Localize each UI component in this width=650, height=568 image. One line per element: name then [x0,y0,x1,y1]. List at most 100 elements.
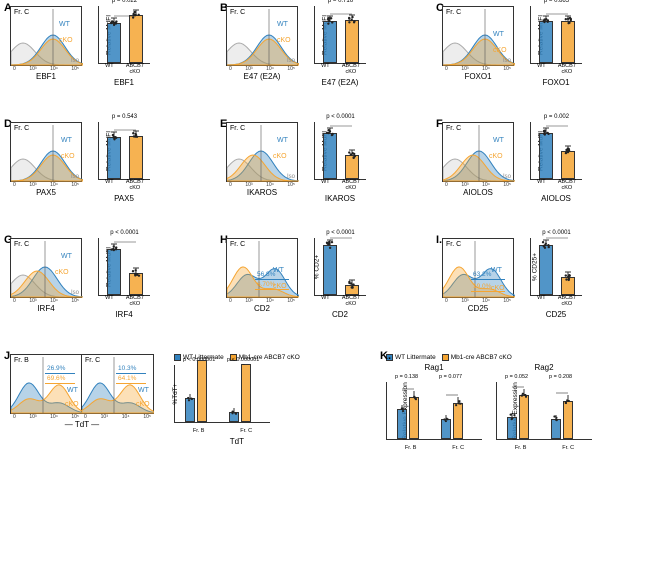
cko-label: cKO [59,37,73,44]
wt-label: WT [491,267,502,274]
chart-title: PAX5 [98,194,150,203]
cko-percent: 6.70% [257,281,275,288]
p-value: p = 0.716 [328,0,353,4]
histogram: Fr. C WT cKO Iso 010³10⁴10⁵ [226,6,298,66]
panel-H: H. Fr. C WT cKO 56.8% 6.70% 010³10⁴10⁵ C… [226,238,366,319]
iso-label: Iso [287,174,295,180]
cko-percent: 69.6% [47,375,65,382]
chart-title: Rag2 [496,363,592,372]
wt-label: WT [67,387,78,394]
chart-title: CD25 [530,310,582,319]
panel-K: K. WT Littermate Mb1-cre ABCB7 cKO Rag1 … [386,354,606,440]
marker-name: FOXO1 [442,72,514,81]
p-value: p = 0.543 [112,114,137,120]
marker-name: IKAROS [226,188,298,197]
chart-title: Rag1 [386,363,482,372]
legend: WT Littermate Mb1-cre ABCB7 cKO [386,354,606,361]
p-value: p = 0.077 [439,374,462,380]
wt-label: WT [277,21,288,28]
chart-title: IRF4 [98,310,150,319]
cko-percent: 64.1% [118,375,136,382]
wt-label: WT [59,21,70,28]
histogram: Fr. C WT cKO Iso 010³10⁴10⁵ [226,122,298,182]
p-value: p < 0.0001 [326,230,355,236]
wt-label: WT [61,137,72,144]
histogram: Fr. C WT cKO 56.8% 6.70% 010³10⁴10⁵ [226,238,298,298]
p-value: p = 0.002 [544,114,569,120]
grouped-bar-chart: Relative Expression p = 0.052p = 0.208 F… [496,382,592,440]
bar-chart: Relative MdFI p = 0.543 WTABCB7cKO [98,122,150,180]
cko-label: cKO [61,153,75,160]
panel-D: D. Fr. C WT cKO Iso 010³10⁴10⁵ PAX5 Rela… [10,122,150,203]
panel-F: F. Fr. C WT cKO Iso 010³10⁴10⁵ AIOLOS Re… [442,122,582,203]
marker-name: EBF1 [10,72,82,81]
marker-name: CD25 [442,304,514,313]
p-value: p < 0.000001 [227,357,259,363]
wt-percent: 26.9% [47,365,65,372]
cko-label: cKO [55,269,69,276]
marker-name: IRF4 [10,304,82,313]
histogram-tdt: Fr. B 26.9% 69.6% WT cKO 010³10⁴10⁵ [10,354,82,414]
wt-percent: 63.2% [473,271,491,278]
cko-label: cKO [277,37,291,44]
p-value: p < 0.0001 [542,230,571,236]
panel-B: B. Fr. C WT cKO Iso 010³10⁴10⁵ E47 (E2A)… [226,6,366,87]
p-value: p = 0.138 [395,374,418,380]
chart-title: IKAROS [314,194,366,203]
histogram-tdt: Fr. C 10.3% 64.1% WT cKO 010³10⁴10⁵ [82,354,154,414]
iso-label: Iso [503,58,511,64]
bar-chart: % CD2+ p < 0.0001 WTABCB7cKO [314,238,366,296]
p-value: p = 0.208 [549,374,572,380]
chart-title: FOXO1 [530,78,582,87]
histogram: Fr. C WT cKO Iso 010³10⁴10⁵ [10,122,82,182]
panel-I: I. Fr. C WT cKO 63.2% 19.0% 010³10⁴10⁵ C… [442,238,582,319]
bar-chart: Relative MdFI p = 0.865 WTABCB7cKO [530,6,582,64]
marker-name: E47 (E2A) [226,72,298,81]
p-value: p = 0.022 [112,0,137,4]
chart-title: E47 (E2A) [314,78,366,87]
marker-name: CD2 [226,304,298,313]
chart-title: EBF1 [98,78,150,87]
chart-title: TdT [174,437,300,446]
panel-C: C. Fr. C WT cKO Iso 010³10⁴10⁵ FOXO1 Rel… [442,6,582,87]
x-axis-label: — TdT — [10,420,154,429]
cko-label: cKO [493,47,507,54]
bar-chart: Relative MdFI p < 0.0001 WTABCB7cKO [314,122,366,180]
histogram: Fr. C WT cKO Iso 010³10⁴10⁵ [10,6,82,66]
panel-J: J. Fr. B 26.9% 69.6% WT cKO 010³10⁴10⁵ F… [10,354,300,446]
grouped-bar-chart: Relative Expression p = 0.138p = 0.077 F… [386,382,482,440]
bar-chart: Relative MdFI p = 0.002 WTABCB7cKO [530,122,582,180]
chart-title: AIOLOS [530,194,582,203]
wt-percent: 10.3% [118,365,136,372]
cko-label: cKO [65,401,79,408]
wt-label: WT [493,137,504,144]
wt-label: WT [61,253,72,260]
p-value: p < 0.0001 [326,114,355,120]
histogram: Fr. C WT cKO Iso 010³10⁴10⁵ [442,122,514,182]
wt-label: WT [138,387,149,394]
iso-label: Iso [71,58,79,64]
bar-chart: % CD25+ p < 0.0001 WTABCB7cKO [530,238,582,296]
panel-G: G. Fr. C WT cKO Iso 010³10⁴10⁵ IRF4 Rela… [10,238,150,319]
bar-chart: Relative MdFI p < 0.0001 WTABCB7cKO [98,238,150,296]
iso-label: Iso [287,58,295,64]
iso-label: Iso [71,174,79,180]
wt-percent: 56.8% [257,271,275,278]
wt-label: WT [277,137,288,144]
histogram: Fr. C WT cKO Iso 010³10⁴10⁵ [10,238,82,298]
marker-name: AIOLOS [442,188,514,197]
panel-E: E. Fr. C WT cKO Iso 010³10⁴10⁵ IKAROS Re… [226,122,366,203]
iso-label: Iso [71,290,79,296]
p-value: p < 0.0001 [110,230,139,236]
cko-label: cKO [273,153,287,160]
bar-chart: Relative MdFI p = 0.022 WTABCB7cKO [98,6,150,64]
bar-chart: Relative MdFI p = 0.716 WTABCB7cKO [314,6,366,64]
iso-label: Iso [503,174,511,180]
grouped-bar-chart: %TdT+ p < 0.000001p < 0.000001 Fr. BFr. … [174,365,270,423]
cko-label: cKO [489,153,503,160]
panel-A: A. Fr. C WT cKO Iso 010³10⁴10⁵ EBF1 Rela… [10,6,150,87]
panel-label: K. [380,350,391,362]
marker-name: PAX5 [10,188,82,197]
histogram: Fr. C WT cKO Iso 010³10⁴10⁵ [442,6,514,66]
cko-percent: 19.0% [473,283,491,290]
